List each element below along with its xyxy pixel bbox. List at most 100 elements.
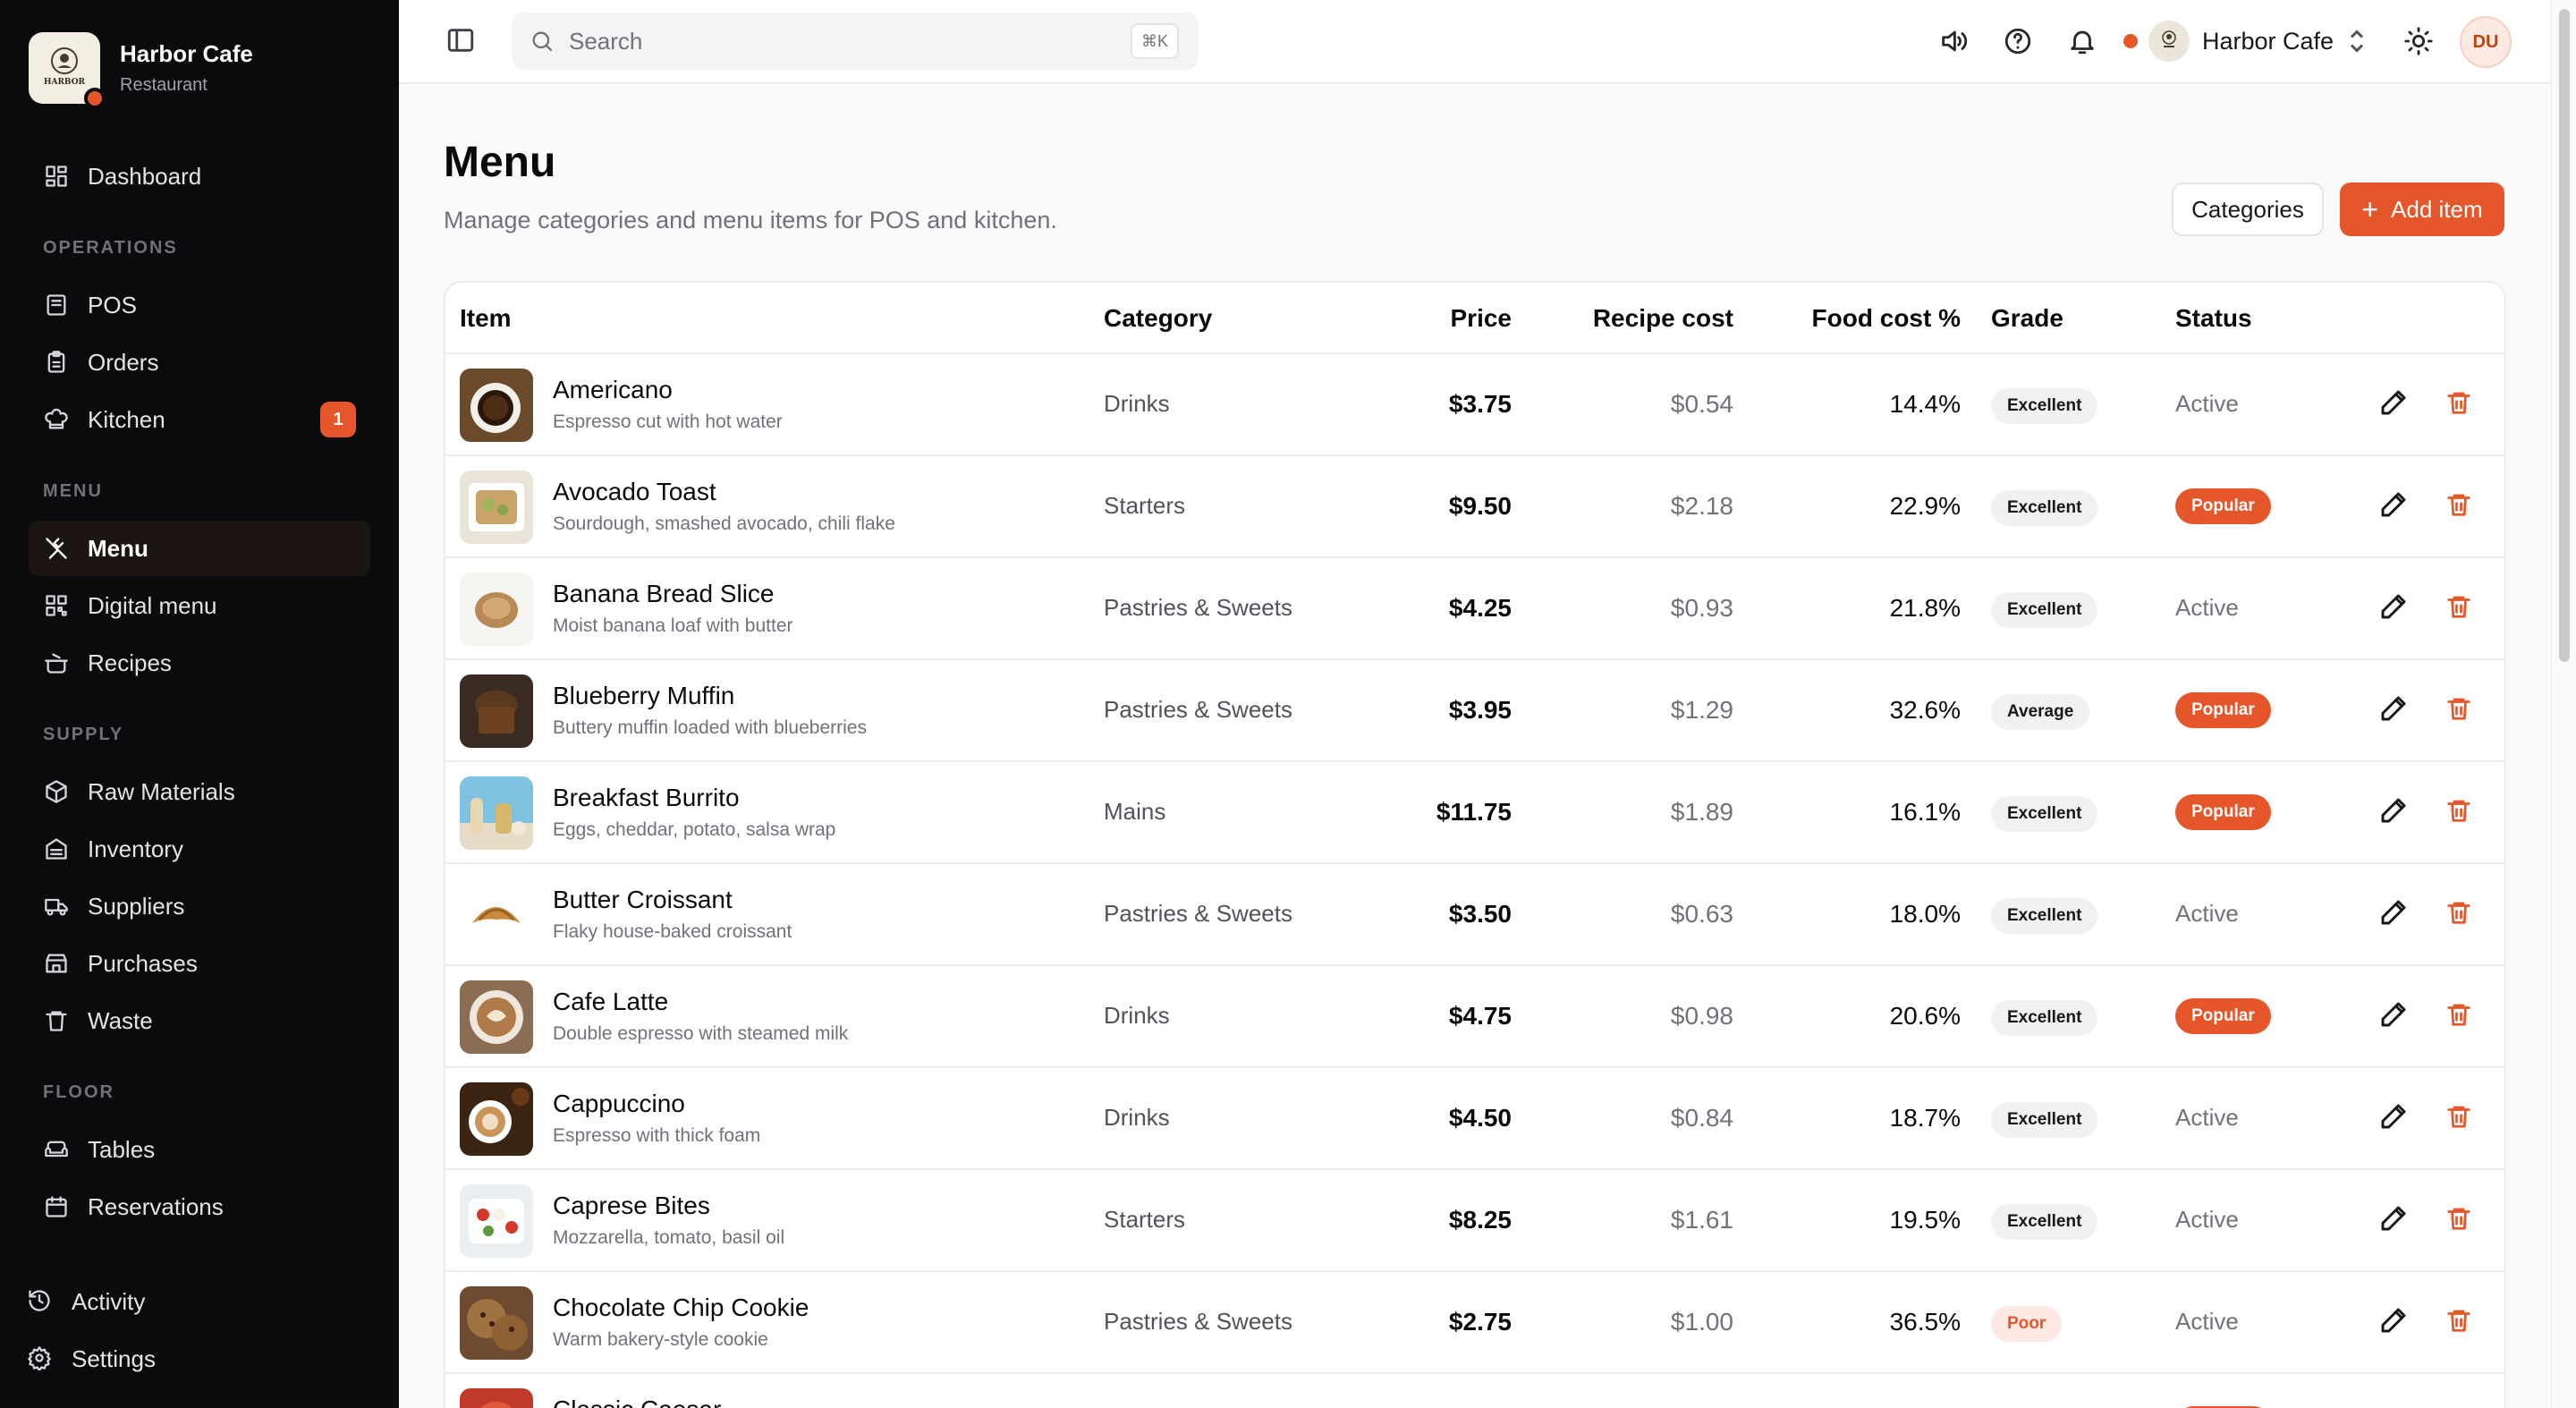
sidebar-toggle-button[interactable] [445, 25, 479, 59]
table-row[interactable]: Avocado Toast Sourdough, smashed avocado,… [445, 456, 2504, 558]
header-recipe-cost[interactable]: Recipe cost [1592, 304, 1733, 332]
item-name[interactable]: Cappuccino [553, 1090, 685, 1117]
edit-button[interactable] [2379, 388, 2413, 422]
sidebar-item-digital-menu[interactable]: Digital menu [29, 578, 370, 633]
edit-button[interactable] [2379, 1204, 2413, 1238]
table-row[interactable]: Butter Croissant Flaky house-baked croiss… [445, 864, 2504, 966]
header-item[interactable]: Item [460, 304, 512, 332]
item-name[interactable]: Cafe Latte [553, 988, 669, 1015]
sound-button[interactable] [1936, 23, 1971, 59]
edit-button[interactable] [2379, 1306, 2413, 1340]
grade-badge: Excellent [1991, 796, 2098, 832]
delete-button[interactable] [2445, 592, 2479, 626]
item-name[interactable]: Breakfast Burrito [553, 784, 740, 811]
item-price: $2.75 [1448, 1308, 1512, 1336]
delete-button[interactable] [2445, 388, 2479, 422]
table-row[interactable]: Chocolate Chip Cookie Warm bakery-style c… [445, 1272, 2504, 1374]
sidebar-item-label: Waste [88, 1006, 153, 1034]
delete-button[interactable] [2445, 1204, 2479, 1238]
brand[interactable]: HARBOR Harbor Cafe Restaurant [29, 32, 253, 109]
sidebar-item-purchases[interactable]: Purchases [29, 936, 370, 991]
delete-button[interactable] [2445, 490, 2479, 524]
table-row[interactable]: Cappuccino Espresso with thick foam Drinks… [445, 1068, 2504, 1170]
sidebar-item-orders[interactable]: Orders [29, 335, 370, 390]
edit-button[interactable] [2379, 592, 2413, 626]
qr-code-icon [43, 592, 70, 619]
item-name[interactable]: Blueberry Muffin [553, 682, 735, 709]
user-avatar[interactable]: DU [2460, 16, 2512, 68]
delete-button[interactable] [2445, 1000, 2479, 1034]
item-name[interactable]: Chocolate Chip Cookie [553, 1293, 809, 1321]
search-shortcut: ⌘K [1130, 23, 1179, 59]
store-name: Harbor Cafe [2202, 27, 2334, 55]
edit-button[interactable] [2379, 796, 2413, 830]
sidebar-item-recipes[interactable]: Recipes [29, 635, 370, 691]
help-circle-icon [2004, 28, 2031, 55]
sidebar-item-inventory[interactable]: Inventory [29, 821, 370, 877]
table-row[interactable]: Blueberry Muffin Buttery muffin loaded wi… [445, 660, 2504, 762]
item-name[interactable]: Caprese Bites [553, 1192, 710, 1219]
sidebar-item-waste[interactable]: Waste [29, 993, 370, 1048]
panel-left-icon [447, 29, 474, 52]
item-name[interactable]: Banana Bread Slice [553, 580, 775, 607]
add-item-button[interactable]: + Add item [2340, 182, 2504, 236]
item-price: $3.75 [1448, 390, 1512, 418]
header-grade[interactable]: Grade [1991, 304, 2063, 332]
item-description: Double espresso with steamed milk [553, 1023, 849, 1044]
item-name[interactable]: Avocado Toast [553, 478, 716, 505]
table-row[interactable]: Cafe Latte Double espresso with steamed m… [445, 966, 2504, 1068]
search-input[interactable] [569, 27, 1106, 55]
item-category: Pastries & Sweets [1104, 696, 1292, 723]
edit-button[interactable] [2379, 490, 2413, 524]
pencil-icon [2381, 900, 2406, 925]
store-switcher[interactable]: Harbor Cafe [2123, 18, 2368, 64]
item-description: Eggs, cheddar, potato, salsa wrap [553, 819, 836, 840]
sidebar-item-kitchen[interactable]: Kitchen 1 [29, 392, 370, 447]
table-row[interactable]: Classic Caesar Popular [445, 1374, 2504, 1408]
trash-icon [2447, 800, 2470, 822]
help-button[interactable] [2000, 23, 2036, 59]
item-thumbnail [460, 1082, 533, 1156]
scrollbar-thumb[interactable] [2559, 9, 2570, 662]
trash-icon [2447, 494, 2470, 516]
header-price[interactable]: Price [1450, 304, 1513, 332]
item-price: $11.75 [1436, 798, 1512, 826]
table-row[interactable]: Americano Espresso cut with hot water Drin… [445, 354, 2504, 456]
edit-button[interactable] [2379, 694, 2413, 728]
item-name[interactable]: Americano [553, 376, 673, 403]
item-name[interactable]: Butter Croissant [553, 886, 733, 913]
sidebar-item-pos[interactable]: POS [29, 277, 370, 333]
item-name[interactable]: Classic Caesar [553, 1395, 721, 1408]
sidebar-item-label: POS [88, 291, 137, 318]
categories-button[interactable]: Categories [2172, 182, 2324, 236]
sidebar-item-activity[interactable]: Activity [27, 1274, 369, 1329]
header-category[interactable]: Category [1104, 304, 1213, 332]
search-bar[interactable]: ⌘K [512, 13, 1199, 70]
table-row[interactable]: Breakfast Burrito Eggs, cheddar, potato, … [445, 762, 2504, 864]
sidebar-item-raw-materials[interactable]: Raw Materials [29, 764, 370, 819]
sidebar-item-tables[interactable]: Tables [29, 1122, 370, 1177]
header-status[interactable]: Status [2175, 304, 2252, 332]
notifications-button[interactable] [2064, 23, 2100, 59]
header-food-cost[interactable]: Food cost % [1811, 304, 1961, 332]
item-category: Drinks [1104, 1104, 1170, 1131]
sidebar-item-settings[interactable]: Settings [27, 1331, 369, 1387]
table-row[interactable]: Caprese Bites Mozzarella, tomato, basil o… [445, 1170, 2504, 1272]
sidebar-item-dashboard[interactable]: Dashboard [29, 148, 370, 204]
page-scrollbar[interactable] [2551, 0, 2576, 1408]
table-row[interactable]: Banana Bread Slice Moist banana loaf with… [445, 558, 2504, 660]
edit-button[interactable] [2379, 1102, 2413, 1136]
delete-button[interactable] [2445, 898, 2479, 932]
sidebar-item-reservations[interactable]: Reservations [29, 1179, 370, 1234]
sidebar-item-menu[interactable]: Menu [29, 521, 370, 576]
delete-button[interactable] [2445, 796, 2479, 830]
sidebar-item-suppliers[interactable]: Suppliers [29, 878, 370, 934]
edit-button[interactable] [2379, 898, 2413, 932]
edit-button[interactable] [2379, 1000, 2413, 1034]
delete-button[interactable] [2445, 694, 2479, 728]
delete-button[interactable] [2445, 1306, 2479, 1340]
calendar-icon [43, 1193, 70, 1220]
sun-icon [2404, 27, 2433, 55]
theme-toggle-button[interactable] [2401, 23, 2436, 59]
delete-button[interactable] [2445, 1102, 2479, 1136]
